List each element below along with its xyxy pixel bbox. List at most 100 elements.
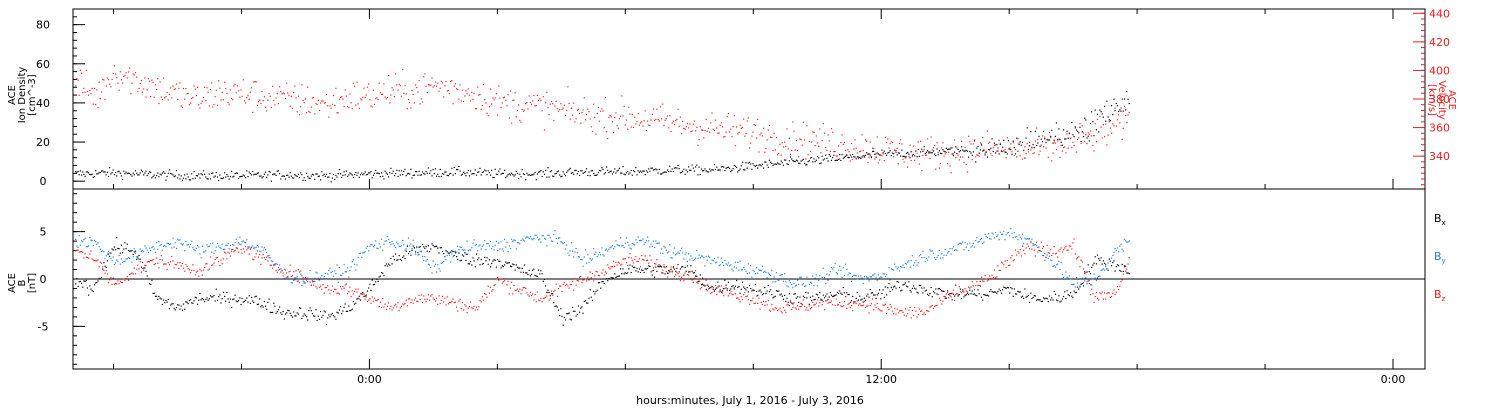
data-point (914, 155, 916, 157)
data-point (691, 270, 693, 272)
data-point (620, 172, 622, 174)
data-point (898, 142, 901, 145)
data-point (1116, 286, 1119, 288)
data-point (487, 115, 489, 117)
data-point (671, 271, 673, 273)
data-point (656, 108, 658, 110)
data-point (267, 174, 269, 176)
data-point (707, 127, 710, 129)
data-point (677, 264, 679, 266)
data-point (468, 175, 471, 177)
data-point (250, 296, 253, 299)
data-point (662, 272, 664, 274)
data-point (657, 172, 659, 174)
data-point (1096, 277, 1099, 279)
data-point (563, 316, 565, 319)
data-point (406, 173, 408, 175)
data-point (985, 151, 987, 153)
data-point (522, 271, 524, 273)
data-point (664, 267, 666, 269)
data-point (177, 262, 179, 264)
data-point (165, 96, 167, 98)
data-point (789, 300, 792, 302)
data-point (534, 171, 536, 174)
data-point (893, 286, 895, 288)
data-point (468, 306, 471, 308)
data-point (593, 280, 595, 282)
data-point (914, 262, 916, 264)
data-point (406, 108, 408, 110)
data-point (717, 256, 719, 258)
data-point (631, 174, 633, 176)
data-point (610, 276, 612, 279)
data-point (706, 130, 708, 132)
data-point (433, 246, 435, 248)
data-point (426, 91, 428, 94)
data-point (1073, 136, 1075, 138)
data-point (130, 174, 132, 176)
data-point (214, 175, 216, 177)
data-point (179, 308, 181, 310)
data-point (989, 149, 991, 151)
data-point (723, 264, 725, 266)
data-point (784, 159, 786, 161)
data-point (891, 289, 894, 291)
data-point (938, 297, 940, 299)
data-point (898, 270, 901, 272)
data-point (248, 171, 250, 173)
data-point (1006, 153, 1008, 155)
data-point (262, 249, 264, 251)
data-point (1019, 141, 1021, 143)
data-point (393, 96, 396, 98)
data-point (587, 108, 589, 110)
data-point (1038, 299, 1040, 301)
data-point (868, 312, 870, 314)
data-point (467, 307, 469, 309)
data-point (1085, 134, 1087, 136)
data-point (325, 173, 328, 175)
data-point (849, 160, 851, 162)
data-point (780, 311, 782, 313)
data-point (110, 86, 112, 88)
data-point (200, 257, 202, 259)
data-point (265, 305, 267, 307)
data-point (700, 284, 703, 286)
data-point (123, 261, 125, 263)
data-point (234, 173, 236, 175)
data-point (188, 179, 190, 181)
data-point (615, 261, 617, 264)
data-point (985, 278, 987, 280)
data-point (746, 287, 748, 289)
data-point (869, 154, 871, 156)
data-point (97, 259, 99, 261)
data-point (905, 263, 908, 265)
data-point (643, 243, 645, 245)
data-point (453, 166, 455, 168)
data-point (531, 174, 533, 176)
data-point (397, 243, 399, 245)
data-point (668, 251, 670, 253)
data-point (845, 296, 847, 298)
data-point (296, 175, 298, 178)
data-point (925, 289, 928, 291)
data-point (691, 279, 693, 281)
data-point (935, 259, 937, 261)
data-point (166, 242, 168, 244)
data-point (630, 169, 632, 172)
data-point (676, 267, 678, 269)
data-point (332, 173, 335, 176)
data-point (311, 97, 313, 99)
data-point (122, 82, 124, 84)
data-point (897, 266, 899, 268)
data-point (610, 266, 612, 268)
data-point (972, 143, 974, 145)
data-point (976, 295, 978, 297)
data-point (334, 270, 336, 272)
data-point (1122, 270, 1124, 272)
data-point (96, 260, 98, 262)
data-point (1036, 245, 1038, 247)
data-point (103, 262, 105, 264)
data-point (647, 259, 649, 261)
data-point (654, 119, 656, 121)
data-point (356, 81, 358, 83)
